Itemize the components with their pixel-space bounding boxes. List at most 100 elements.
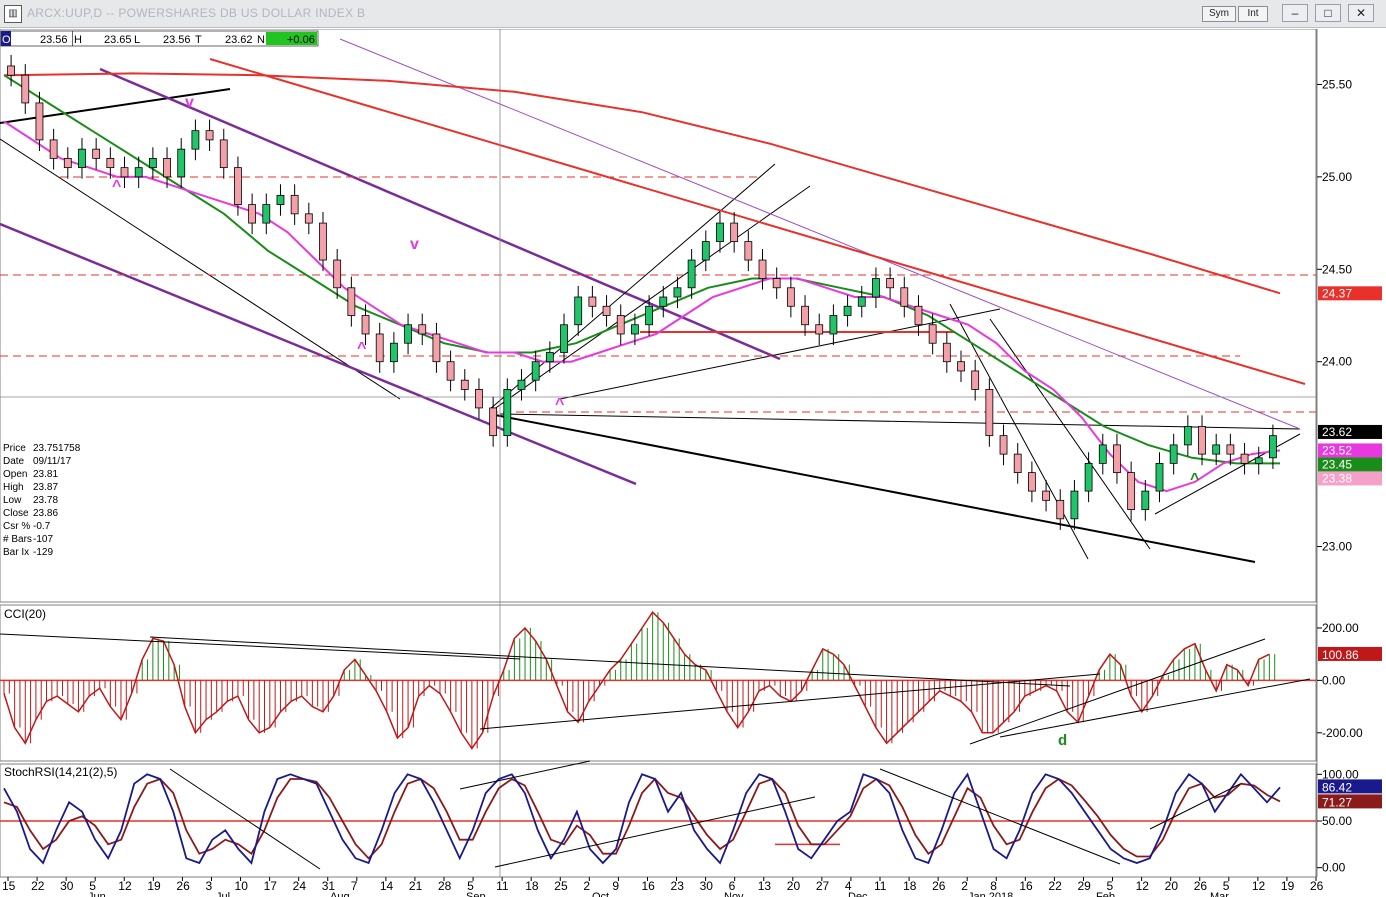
candle-body — [786, 287, 795, 307]
candle-body — [928, 324, 937, 344]
net-label: N — [257, 34, 265, 46]
date-tick-label: 5 — [467, 879, 474, 893]
candle-body — [446, 361, 455, 381]
cci-tick-label: 200.00 — [1322, 621, 1359, 635]
close-button[interactable]: ✕ — [1348, 4, 1374, 22]
candle-body — [645, 305, 653, 326]
date-tick-label: 11 — [874, 879, 887, 893]
candle-body — [588, 296, 597, 307]
candle-body — [7, 65, 15, 76]
symbol-link-button[interactable]: Sym — [1202, 6, 1236, 22]
stoch-trendline — [1149, 783, 1241, 830]
candle-body — [886, 278, 895, 289]
minimize-button[interactable]: – — [1282, 4, 1308, 22]
candle-body — [1212, 444, 1221, 455]
date-tick-label: 9 — [612, 879, 619, 893]
price-tick-label: 23.00 — [1322, 540, 1352, 554]
date-tick-label: 3 — [205, 879, 212, 893]
date-tick-label: 19 — [147, 879, 161, 893]
stoch-d-line — [3, 777, 1281, 860]
candle-body — [63, 157, 72, 169]
candle-body — [1169, 444, 1178, 464]
cursor-info-label: Csr % — [3, 521, 30, 532]
cci-last-label: 100.86 — [1322, 648, 1359, 662]
cursor-info-label: Date — [3, 456, 25, 467]
high-value: 23.65 — [104, 34, 132, 46]
cci-line — [3, 611, 1270, 750]
price-panel — [0, 28, 1317, 603]
trendline — [489, 185, 811, 413]
trendline — [559, 308, 1001, 400]
price-tag-box — [1318, 443, 1382, 458]
month-label: Aug — [330, 891, 350, 897]
pivot-annotation: ^ — [112, 178, 121, 195]
pivot-annotation: v — [410, 236, 419, 253]
candle-body — [475, 389, 483, 409]
candle-body — [1070, 490, 1079, 520]
cci-trendline — [149, 636, 1071, 687]
close-value: 23.62 — [225, 34, 253, 46]
cursor-info-label: High — [3, 482, 24, 493]
candle-body — [701, 241, 710, 261]
stoch-tick-label: 50.00 — [1322, 814, 1352, 828]
date-tick-label: 14 — [380, 879, 394, 893]
candle-body — [177, 148, 186, 178]
low-label: L — [134, 34, 140, 46]
candle-body — [829, 315, 838, 335]
date-tick-label: 12 — [1136, 879, 1150, 893]
cursor-info-value: -0.7 — [33, 521, 51, 532]
annotations-layer: v ^ v ^ ^ ^ — [112, 94, 1199, 488]
trendline — [499, 413, 1301, 430]
trendline — [949, 303, 1089, 560]
candle-body — [772, 278, 781, 289]
date-tick-label: 19 — [1281, 879, 1295, 893]
open-label: O — [2, 34, 11, 46]
stoch-trendline — [169, 768, 321, 870]
open-value: 23.56 — [40, 34, 68, 46]
stoch-trendline — [459, 760, 591, 790]
candle-body — [971, 370, 980, 390]
stoch-d-last-label: 71.27 — [1322, 795, 1352, 809]
date-tick-label: 24 — [293, 879, 307, 893]
month-label: Sep — [466, 891, 486, 897]
candle-body — [687, 259, 696, 289]
date-tick-label: 22 — [1048, 879, 1062, 893]
candle-body — [716, 222, 724, 242]
cci-tick-label: 0.00 — [1322, 673, 1346, 687]
chart-canvas[interactable]: 25.50 25.00 24.50 24.00 23.00 24.37 23.62 23.5… — [0, 28, 1386, 897]
low-value: 23.56 — [163, 34, 191, 46]
date-tick-label: 26 — [932, 879, 946, 893]
candle-body — [276, 194, 285, 205]
price-tick-label: 24.50 — [1322, 262, 1352, 276]
interval-link-button[interactable]: Int — [1238, 6, 1268, 22]
candle-body — [985, 389, 994, 437]
price-tag-box — [1318, 424, 1382, 439]
date-tick-label: 10 — [235, 879, 249, 893]
stoch-trendline — [879, 768, 1121, 865]
cursor-info-label: Bar Ix — [3, 547, 29, 558]
date-tick-label: 7 — [351, 879, 358, 893]
date-tick-label: 30 — [700, 879, 714, 893]
candle-body — [1127, 472, 1136, 510]
date-tick-label: 30 — [60, 879, 74, 893]
candle-body — [1226, 444, 1235, 455]
trendline — [489, 413, 1256, 563]
chart-area[interactable]: 25.50 25.00 24.50 24.00 23.00 24.37 23.62 23.5… — [0, 28, 1386, 897]
date-tick-label: 13 — [758, 879, 772, 893]
candle-body — [460, 379, 469, 390]
candle-body — [1269, 435, 1277, 459]
stoch-k-line — [3, 772, 1281, 865]
date-tick-label: 12 — [118, 879, 132, 893]
candle-body — [1155, 462, 1164, 492]
maximize-button[interactable]: □ — [1315, 4, 1341, 22]
candle-body — [659, 296, 668, 307]
chart-app-icon[interactable]: ▥ — [4, 5, 22, 23]
candle-body — [730, 222, 739, 242]
candle-body — [290, 194, 299, 215]
candle-body — [942, 342, 951, 363]
date-tick-label: 31 — [322, 879, 336, 893]
cci-annotation: d — [1058, 732, 1067, 749]
trendline — [0, 222, 637, 486]
